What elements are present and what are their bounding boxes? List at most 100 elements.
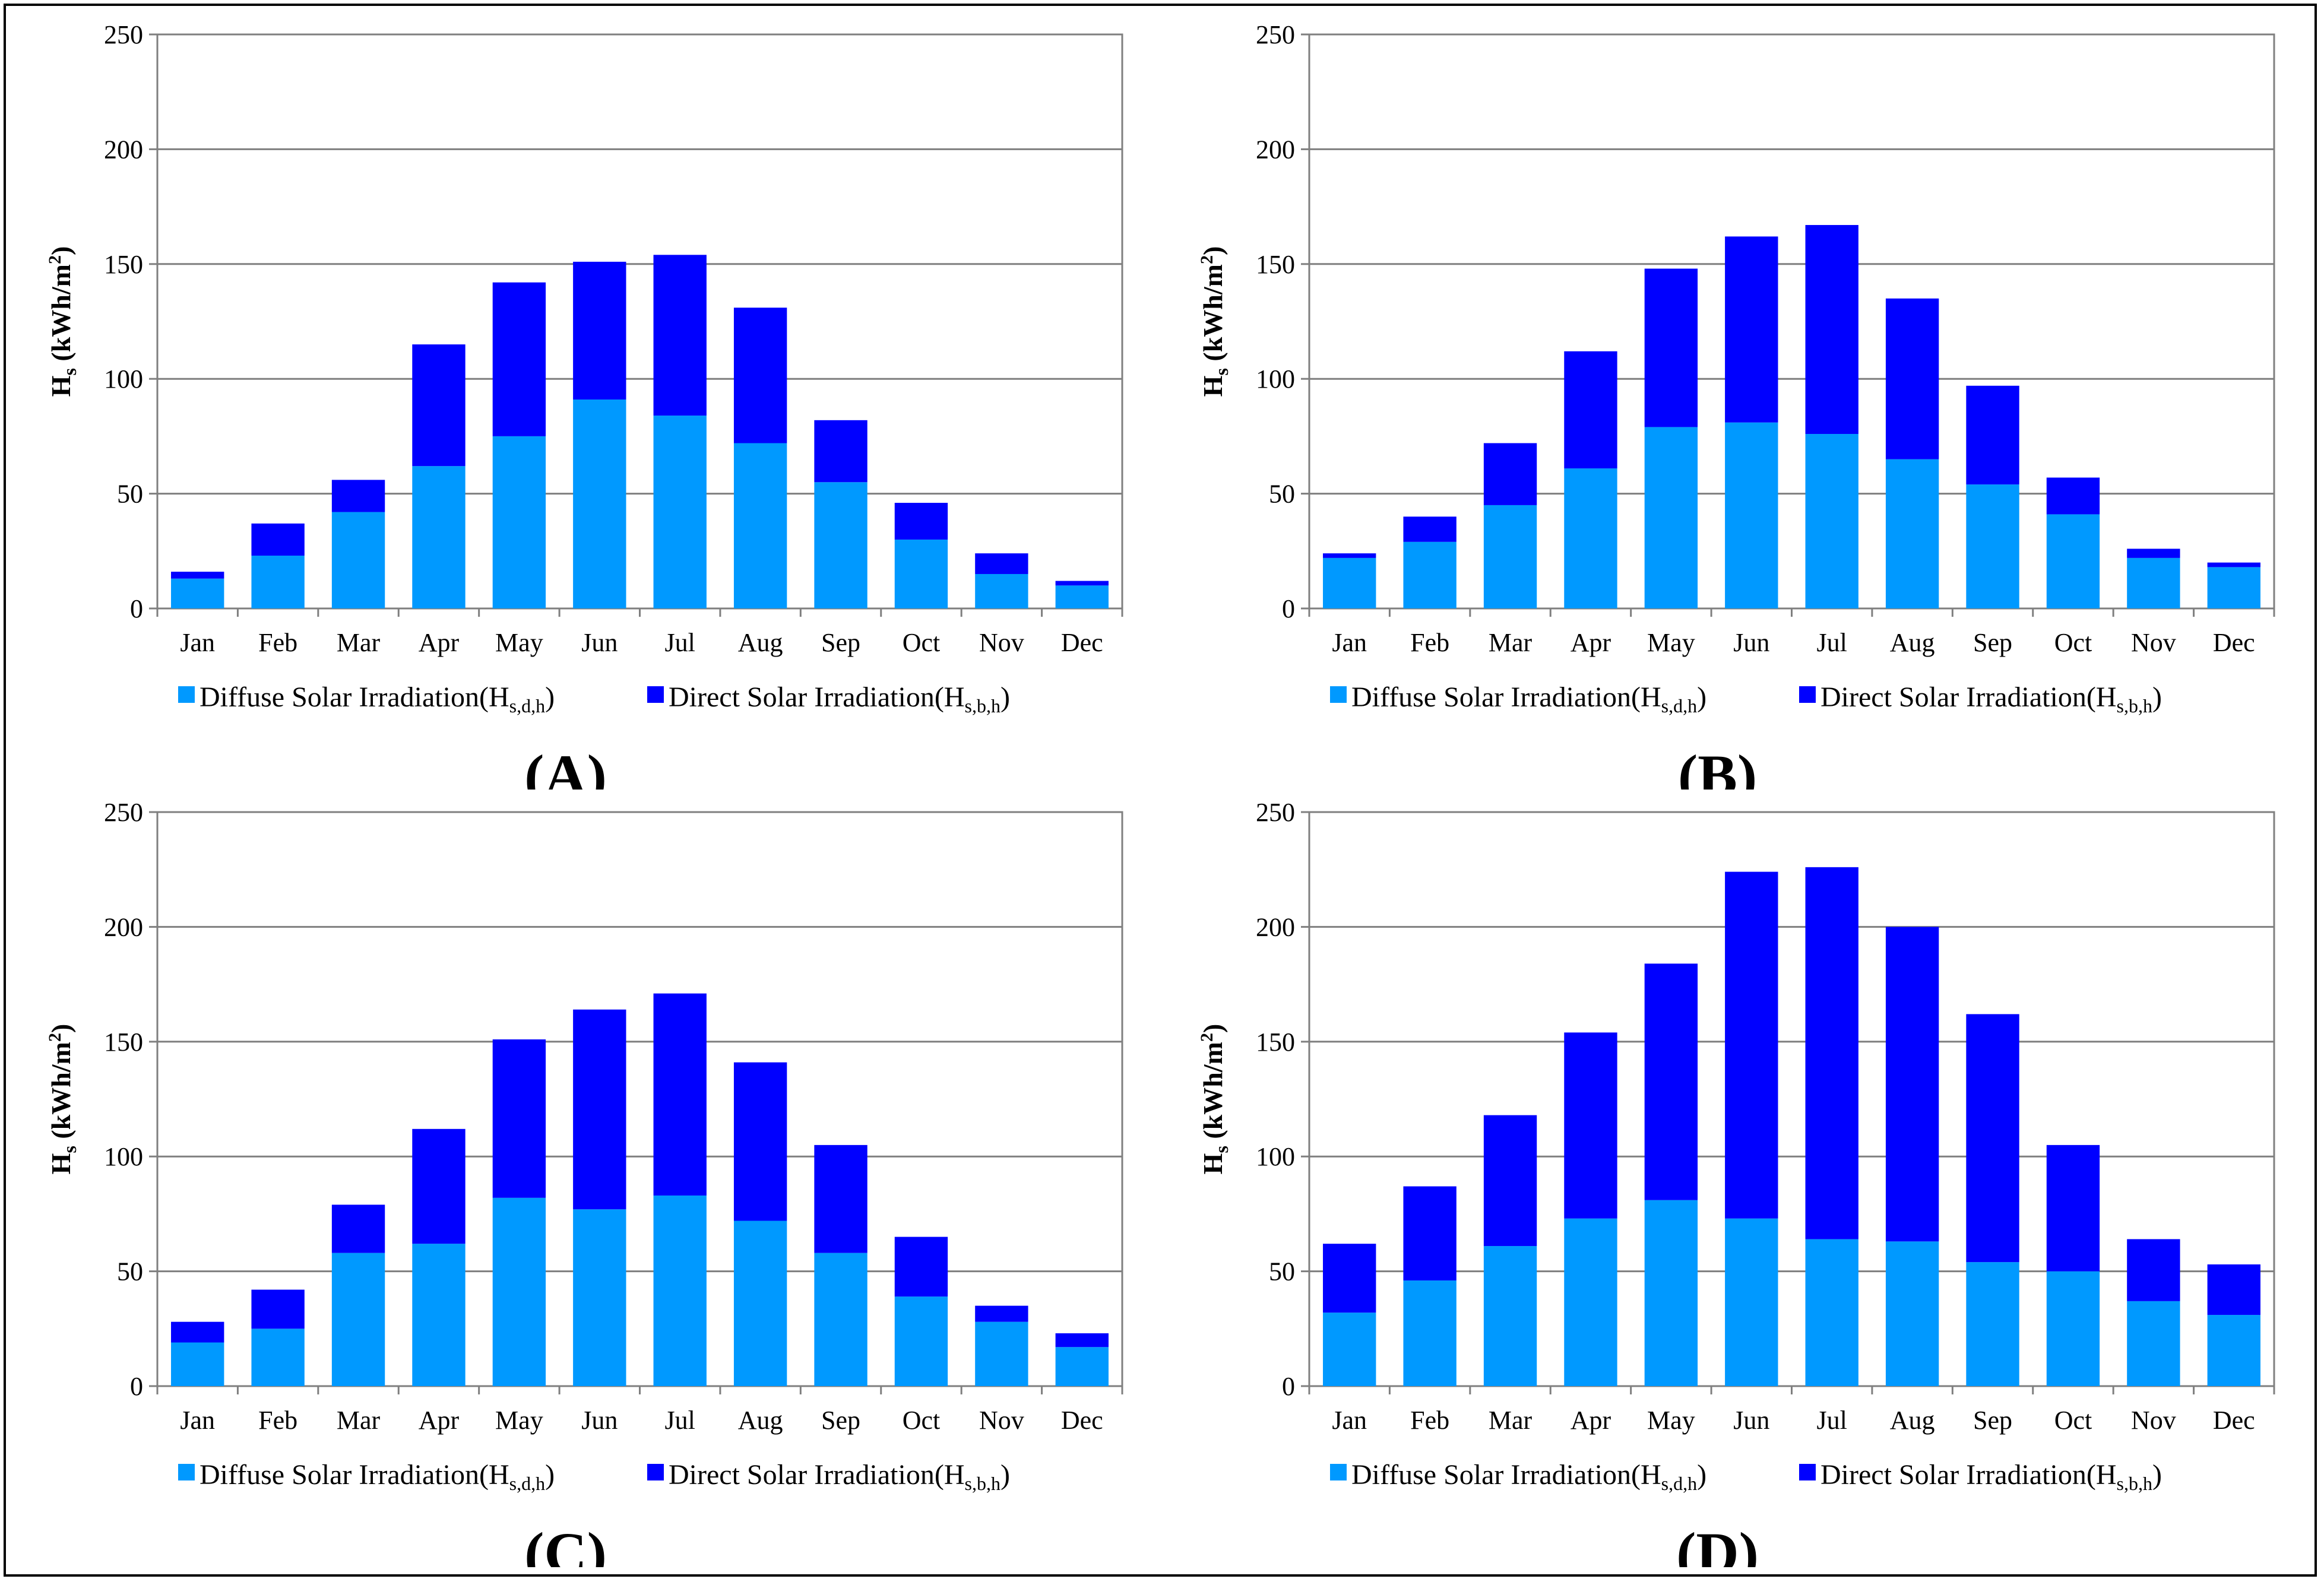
- y-axis-label-h: H: [46, 375, 76, 397]
- bar-diffuse-apr: [412, 466, 466, 608]
- legend-subscript: s,b,h: [2116, 695, 2152, 717]
- y-tick-label: 0: [1282, 1372, 1295, 1401]
- panel-label: (B): [1678, 743, 1757, 790]
- legend-name: Direct Solar Irradiation: [1820, 681, 2086, 713]
- bar-diffuse-mar: [331, 1253, 385, 1386]
- bar-diffuse-mar: [331, 512, 385, 608]
- x-tick-label: Aug: [1890, 1406, 1935, 1435]
- legend-close: ): [2152, 681, 2162, 713]
- x-tick-label: Nov: [979, 1406, 1024, 1435]
- x-tick-label: Mar: [337, 1406, 381, 1435]
- bar-diffuse-jun: [1725, 422, 1778, 608]
- legend-close: ): [1697, 1459, 1706, 1491]
- bar-direct-jan: [1323, 1244, 1376, 1313]
- y-axis-label-unit: (kWh/m: [46, 264, 76, 368]
- y-tick-label: 200: [1256, 912, 1295, 941]
- chart-panel-d: 0 50 100 150 200 250 Jan Feb Mar Apr May Jun Jul Aug S…: [1197, 801, 2275, 1567]
- panel-label: (D): [1676, 1520, 1759, 1567]
- x-tick-label: Jul: [665, 628, 695, 657]
- bar-direct-mar: [1483, 1115, 1537, 1247]
- bar-diffuse-jan: [1323, 1312, 1376, 1386]
- bar-direct-apr: [1564, 1032, 1617, 1219]
- bar-direct-oct: [2046, 1145, 2100, 1272]
- x-tick-label: Nov: [979, 628, 1024, 657]
- bar-direct-dec: [2207, 1264, 2260, 1315]
- legend-label-diffuse: Diffuse Solar Irradiation(Hs,d,h): [200, 1459, 555, 1494]
- legend-label-direct: Direct Solar Irradiation(Hs,b,h): [669, 1459, 1010, 1494]
- y-axis-label-close: ): [1198, 246, 1228, 255]
- legend-label-direct: Direct Solar Irradiation(Hs,b,h): [669, 681, 1010, 717]
- bar-direct-mar: [331, 480, 385, 512]
- legend-swatch-diffuse: [1330, 686, 1347, 703]
- bar-direct-feb: [251, 523, 305, 556]
- x-tick-label: Mar: [1489, 628, 1533, 657]
- bar-direct-may: [492, 282, 546, 436]
- x-tick-label: Dec: [2213, 1406, 2255, 1435]
- y-tick-label: 50: [1269, 480, 1295, 509]
- legend-symbol: (H: [2086, 681, 2117, 713]
- bar-diffuse-jun: [1725, 1218, 1778, 1386]
- bar-diffuse-nov: [2127, 1301, 2180, 1386]
- legend-name: Diffuse Solar Irradiation: [200, 681, 479, 713]
- x-tick-label: Apr: [1571, 1406, 1611, 1435]
- chart-panel-c: 0 50 100 150 200 250 Jan Feb Mar Apr May Jun Jul Aug S…: [45, 801, 1123, 1567]
- bar-diffuse-dec: [1055, 585, 1109, 608]
- bar-diffuse-dec: [2207, 1315, 2260, 1386]
- bar-diffuse-aug: [1885, 459, 1939, 608]
- legend-swatch-direct: [647, 1464, 664, 1480]
- bar-direct-jul: [1805, 867, 1858, 1239]
- bar-direct-may: [1644, 963, 1698, 1200]
- bar-direct-jun: [573, 1009, 626, 1210]
- bar-diffuse-jul: [653, 1195, 707, 1386]
- bar-diffuse-may: [1644, 427, 1698, 608]
- x-tick-label: May: [1647, 628, 1695, 657]
- y-tick-label: 50: [117, 480, 143, 509]
- x-tick-label: Sep: [821, 628, 860, 657]
- y-axis-label-h: H: [1198, 375, 1228, 397]
- bar-direct-jan: [1323, 553, 1376, 558]
- bar-direct-oct: [894, 503, 948, 540]
- y-tick-label: 250: [1256, 24, 1295, 49]
- y-tick-label: 250: [104, 24, 143, 49]
- y-axis-label-sup: 2: [45, 1033, 65, 1042]
- bar-direct-nov: [2127, 549, 2180, 558]
- legend-subscript: s,d,h: [1661, 695, 1697, 717]
- x-tick-label: May: [1647, 1406, 1695, 1435]
- y-tick-label: 100: [1256, 1142, 1295, 1171]
- y-tick-label: 150: [1256, 250, 1295, 279]
- bar-diffuse-may: [492, 436, 546, 608]
- bar-direct-oct: [894, 1237, 948, 1297]
- legend-symbol: (H: [479, 681, 509, 713]
- legend-swatch-diffuse: [178, 1464, 195, 1480]
- bar-direct-dec: [1055, 581, 1109, 586]
- bar-direct-sep: [1966, 1014, 2019, 1263]
- legend-swatch-direct: [1799, 686, 1816, 703]
- legend-close: ): [1697, 681, 1706, 713]
- x-tick-label: Nov: [2131, 1406, 2176, 1435]
- x-tick-label: Dec: [1061, 1406, 1103, 1435]
- bar-diffuse-feb: [251, 1329, 305, 1386]
- bar-diffuse-nov: [975, 1321, 1028, 1386]
- x-tick-label: Feb: [1410, 628, 1449, 657]
- bar-direct-sep: [814, 1145, 867, 1253]
- bar-diffuse-jul: [1805, 434, 1858, 608]
- y-tick-label: 100: [104, 364, 143, 394]
- y-tick-label: 150: [104, 250, 143, 279]
- x-tick-label: Apr: [419, 1406, 460, 1435]
- y-tick-label: 250: [1256, 801, 1295, 827]
- legend-close: ): [545, 681, 555, 713]
- bar-direct-aug: [733, 1062, 787, 1221]
- bar-direct-may: [492, 1039, 546, 1198]
- y-tick-label: 100: [1256, 364, 1295, 394]
- y-tick-label: 200: [104, 135, 143, 164]
- y-axis-label-sub: s: [59, 1146, 80, 1153]
- bar-direct-apr: [1564, 351, 1617, 469]
- panel-label: (A): [524, 743, 607, 790]
- x-tick-label: Aug: [1890, 628, 1935, 657]
- legend-symbol: (H: [1631, 1459, 1661, 1491]
- bar-diffuse-nov: [2127, 557, 2180, 608]
- figure-frame: [4, 4, 2317, 1577]
- bar-direct-feb: [251, 1289, 305, 1329]
- chart-panel-b: 0 50 100 150 200 250 Jan Feb Mar Apr May Jun Jul Aug S…: [1197, 24, 2275, 790]
- legend-label-diffuse: Diffuse Solar Irradiation(Hs,d,h): [1351, 1459, 1706, 1494]
